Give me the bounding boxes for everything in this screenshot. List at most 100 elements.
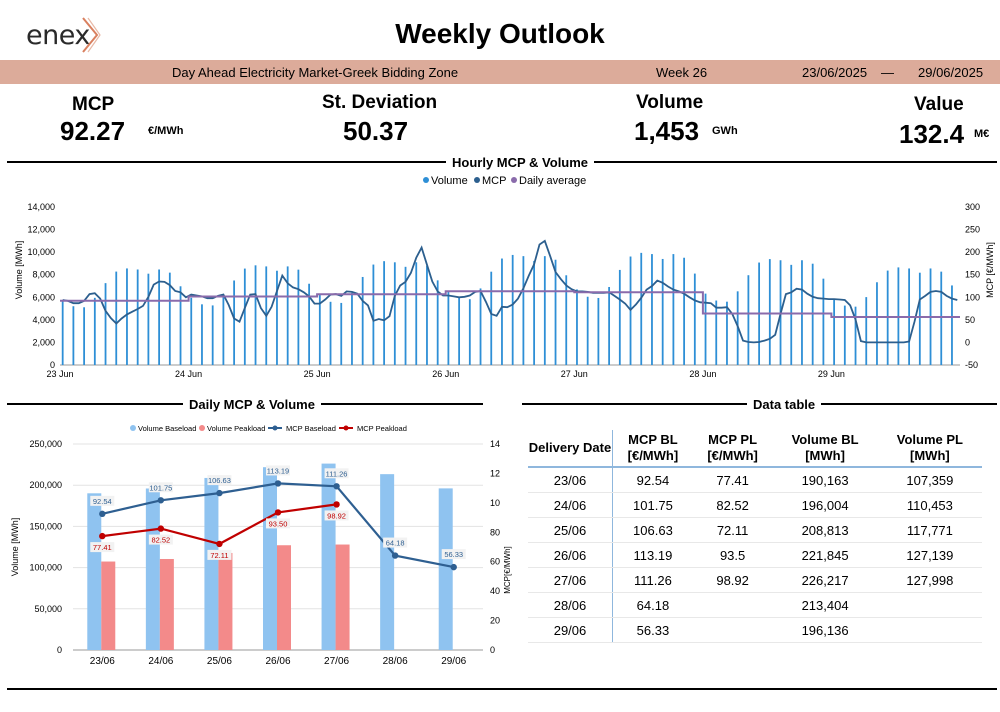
mcp-baseload-label-bg — [207, 475, 232, 486]
hourly-y2-tick-label: 150 — [965, 270, 980, 280]
table-cell: 27/06 — [528, 567, 613, 593]
mcp-baseload-data-label: 56.33 — [444, 550, 463, 559]
volume-bar — [640, 252, 643, 365]
volume-bar — [715, 300, 718, 365]
kpi-volume-value: 1,453 — [634, 116, 700, 146]
mcp-peakload-label-bg — [148, 534, 173, 545]
kpi-volume-label: Volume — [636, 92, 704, 113]
kpi-value-label: Value — [914, 94, 964, 115]
volume-bar — [458, 298, 461, 365]
kpi-value-value: 132.4 — [899, 119, 965, 149]
volume-bar — [318, 295, 321, 365]
daily-legend: Volume Baseload Volume Peakload MCP Base… — [130, 424, 407, 433]
volume-bar — [501, 258, 503, 365]
legend-mcp-peakload-marker — [343, 425, 349, 431]
volume-baseload-bar — [321, 463, 336, 650]
daily-average-line — [60, 290, 960, 318]
mcp-baseload-label-bg — [383, 537, 408, 548]
table-cell — [692, 592, 773, 618]
daily-y-axis-label: Volume [MWh] — [10, 518, 20, 577]
page-title: Weekly Outlook — [395, 18, 605, 49]
volume-bar — [833, 299, 836, 365]
hourly-y-tick-label: 2,000 — [32, 337, 55, 347]
volume-bar — [597, 297, 600, 365]
legend-mcp-baseload-label: MCP Baseload — [286, 424, 336, 433]
volume-bar — [554, 259, 557, 365]
volume-bar — [393, 262, 396, 365]
mcp-peakload-point — [216, 540, 223, 548]
volume-bar — [672, 254, 675, 365]
table-cell: 98.92 — [692, 567, 773, 593]
start-date: 23/06/2025 — [802, 65, 868, 80]
volume-bar — [865, 297, 868, 365]
daily-y-tick-label: 200,000 — [29, 480, 62, 490]
table-row: 27/06 111.26 98.92 226,217 127,998 — [528, 567, 982, 593]
mcp-baseload-point — [99, 510, 106, 518]
volume-baseload-bar — [380, 474, 395, 650]
mcp-baseload-data-label: 92.54 — [93, 497, 112, 506]
volume-bar — [211, 305, 214, 365]
table-row: 25/06 106.63 72.11 208,813 117,771 — [528, 517, 982, 543]
volume-bar — [426, 265, 428, 365]
volume-bar — [104, 283, 107, 365]
header-volume-bl: Volume BL [MWh] — [791, 432, 859, 463]
daily-x-tick-label: 27/06 — [324, 656, 349, 667]
volume-bar — [361, 276, 364, 365]
volume-peakload-bar — [159, 558, 174, 650]
mcp-baseload-data-label: 111.26 — [326, 469, 348, 478]
mcp-baseload-label-bg — [90, 495, 115, 506]
daily-x-tick-label: 29/06 — [441, 656, 466, 667]
table-cell: 106.63 — [612, 517, 693, 543]
header-volume-pl: Volume PL [MWh] — [896, 432, 963, 463]
daily-y2-tick-label: 140 — [490, 439, 500, 449]
mcp-baseload-point — [216, 489, 223, 497]
volume-bar — [747, 275, 750, 365]
hourly-x-tick-label: 28 Jun — [689, 369, 716, 379]
mcp-baseload-label-bg — [148, 482, 173, 493]
table-cell: 226,217 — [772, 567, 878, 593]
table-cell: 82.52 — [692, 492, 773, 518]
mcp-baseload-data-label: 113.19 — [267, 466, 289, 475]
volume-bar — [608, 286, 611, 365]
table-row: 28/06 64.18 213,404 — [528, 592, 982, 618]
table-cell — [877, 592, 982, 618]
legend-volume-label: Volume — [431, 175, 468, 187]
volume-bar — [201, 304, 203, 365]
volume-bar — [83, 307, 86, 365]
table-cell: 110,453 — [877, 492, 982, 518]
volume-bar — [843, 305, 846, 365]
hourly-y2-tick-label: 250 — [965, 225, 980, 235]
legend-volume-peakload-label: Volume Peakload — [207, 424, 265, 433]
mcp-peakload-label-bg — [207, 549, 232, 560]
hourly-x-tick-label: 26 Jun — [432, 369, 459, 379]
bottom-divider — [7, 688, 997, 690]
volume-bar — [61, 299, 64, 365]
volume-bar — [693, 273, 696, 365]
volume-bar — [576, 289, 578, 365]
volume-bar — [468, 299, 471, 365]
hourly-y2-tick-label: 100 — [965, 292, 980, 302]
volume-bar — [93, 297, 96, 365]
mcp-baseload-point — [333, 483, 340, 490]
hourly-x-tick-label: 23 Jun — [46, 369, 73, 379]
hourly-x-tick-label: 29 Jun — [818, 369, 845, 379]
volume-bar — [276, 270, 278, 365]
end-date: 29/06/2025 — [918, 65, 984, 80]
volume-bar — [136, 269, 139, 365]
daily-y2-tick-label: 60 — [490, 557, 500, 567]
volume-baseload-bar — [87, 493, 102, 650]
daily-chart: Volume Baseload Volume Peakload MCP Base… — [10, 424, 500, 667]
volume-baseload-bar — [204, 477, 219, 650]
table-cell: 64.18 — [612, 592, 693, 618]
table-cell: 117,771 — [877, 517, 982, 543]
volume-bar — [951, 285, 953, 365]
legend-mcp-baseload-marker — [272, 425, 278, 431]
daily-y-tick-label: 250,000 — [29, 439, 62, 449]
header-mcp-bl: MCP BL [€/MWh] — [627, 432, 679, 463]
mcp-peakload-point — [274, 509, 282, 516]
daily-y2-axis-label-visible: MCP[€/MWh] — [503, 546, 512, 594]
volume-bar — [233, 280, 236, 365]
volume-bar — [790, 264, 793, 365]
volume-bar — [222, 295, 225, 365]
table-row: 29/06 56.33 196,136 — [528, 617, 982, 643]
